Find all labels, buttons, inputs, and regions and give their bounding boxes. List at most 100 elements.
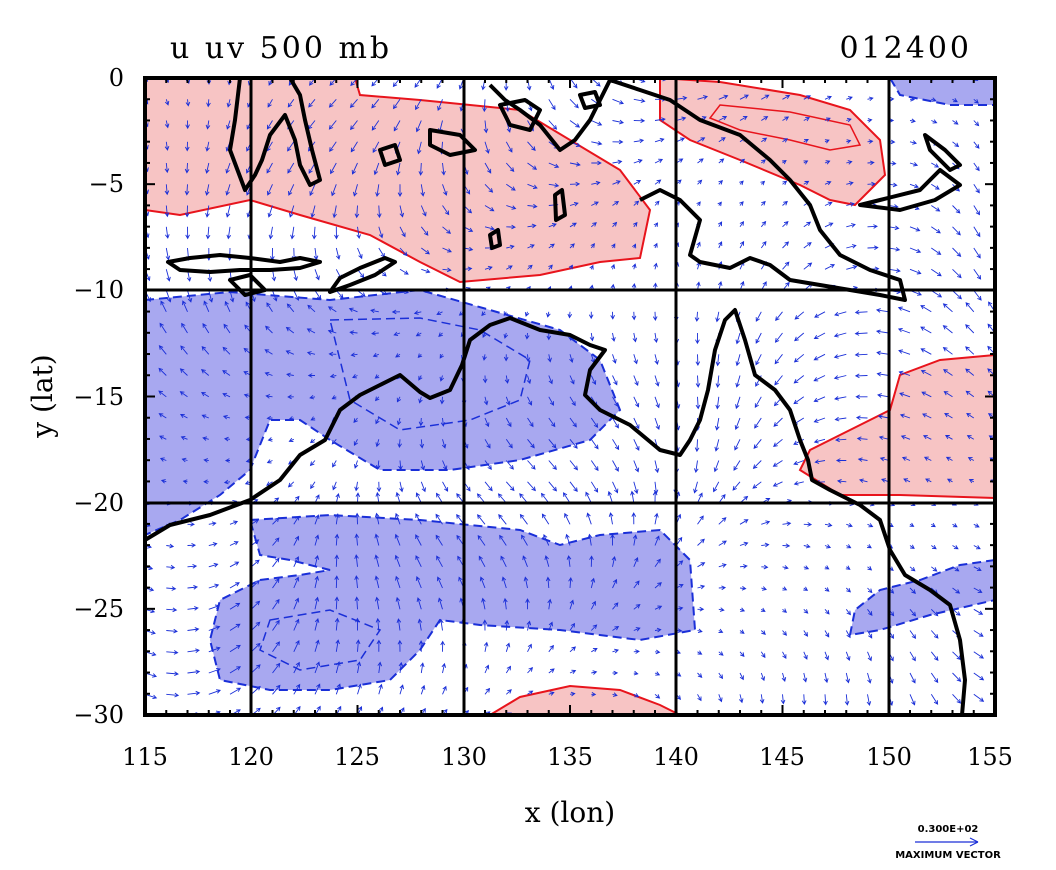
wind-vector <box>206 99 211 108</box>
wind-vector <box>329 141 337 152</box>
wind-vector <box>803 586 809 591</box>
wind-vector <box>753 439 762 450</box>
wind-vector <box>376 639 382 652</box>
wind-vector <box>782 159 787 165</box>
wind-vector <box>568 576 573 589</box>
coastline-australia <box>145 308 967 715</box>
wind-vector <box>857 457 868 462</box>
wind-vector <box>835 458 847 463</box>
wind-vector <box>654 627 662 633</box>
wind-vector <box>418 375 423 381</box>
wind-vector <box>436 576 443 589</box>
wind-vector <box>205 120 211 130</box>
vector-legend: 0.300E+02 MAXIMUM VECTOR <box>895 824 1001 861</box>
wind-vector <box>824 522 833 528</box>
wind-vector <box>267 99 273 108</box>
wind-vector <box>441 439 447 449</box>
wind-vector <box>654 693 661 699</box>
wind-vector <box>760 200 766 206</box>
wind-vector <box>752 481 762 489</box>
x-tick-label: 155 <box>967 743 1013 771</box>
wind-vector <box>187 542 197 548</box>
wind-vector <box>314 269 320 281</box>
wind-vector <box>855 415 868 421</box>
wind-vector <box>697 584 706 590</box>
wind-vector <box>335 247 341 260</box>
wind-vector <box>875 308 889 313</box>
wind-vector <box>591 160 602 166</box>
wind-vector <box>909 609 917 617</box>
wind-vector <box>166 628 178 634</box>
wind-vector <box>205 141 210 152</box>
wind-vector <box>676 137 685 143</box>
wind-vector <box>782 138 788 143</box>
wind-vector <box>943 391 953 398</box>
wind-vector <box>334 533 340 546</box>
wind-vector <box>876 350 889 356</box>
wind-vector <box>803 522 813 527</box>
wind-vector <box>397 184 403 198</box>
wind-vector <box>396 417 402 426</box>
wind-vector <box>654 137 665 143</box>
wind-vector <box>717 201 722 207</box>
wind-vector <box>697 95 709 100</box>
negative-u-regions <box>145 78 995 691</box>
wind-vector <box>780 694 786 705</box>
wind-vector <box>633 98 646 103</box>
wind-vector <box>309 184 316 197</box>
wind-vector <box>739 116 748 121</box>
wind-vector <box>909 651 916 662</box>
wind-vector <box>718 540 727 546</box>
wind-vector <box>376 481 382 493</box>
wind-vector <box>268 226 274 240</box>
wind-vector <box>201 392 210 398</box>
wind-vector <box>782 651 787 660</box>
wind-vector <box>813 353 826 361</box>
wind-vector <box>611 332 616 342</box>
wind-vector <box>569 201 579 207</box>
wind-vector <box>314 683 321 695</box>
wind-vector <box>439 618 444 631</box>
wind-vector <box>181 322 188 334</box>
negative-u-region <box>848 558 995 637</box>
wind-vector <box>415 120 422 133</box>
wind-vector <box>909 544 915 549</box>
wind-vector <box>158 413 167 419</box>
wind-vector <box>654 158 664 164</box>
wind-vector <box>897 327 911 334</box>
wind-vector <box>484 183 494 193</box>
wind-vector <box>824 672 829 684</box>
wind-vector <box>441 662 447 674</box>
wind-vector <box>718 137 726 143</box>
wind-vector <box>272 684 281 695</box>
positive-u-region <box>488 684 681 715</box>
wind-vector <box>833 375 847 380</box>
wind-vector <box>612 139 624 145</box>
wind-vector <box>591 201 599 206</box>
wind-vector <box>356 661 362 674</box>
wind-vector-field <box>145 78 995 715</box>
wind-vector <box>814 459 826 464</box>
wind-vector <box>633 627 641 632</box>
wind-vector <box>354 205 360 219</box>
wind-vector <box>527 141 536 152</box>
wind-vector <box>272 517 280 525</box>
wind-vector <box>229 602 241 610</box>
wind-vector <box>165 226 170 239</box>
wind-vector <box>867 118 873 123</box>
wind-vector <box>293 535 300 546</box>
wind-vector <box>824 117 831 122</box>
wind-vector <box>569 417 577 428</box>
wind-vector <box>693 481 698 494</box>
wind-vector <box>548 644 554 653</box>
wind-vector <box>399 684 405 695</box>
wind-vector <box>435 513 443 525</box>
wind-vector <box>909 268 922 275</box>
wind-vector <box>314 661 321 674</box>
wind-vector <box>654 460 660 474</box>
wind-vector <box>164 205 170 218</box>
wind-vector <box>654 396 660 409</box>
wind-vector <box>185 226 190 240</box>
wind-vector <box>398 460 403 471</box>
wind-vector <box>272 537 280 546</box>
